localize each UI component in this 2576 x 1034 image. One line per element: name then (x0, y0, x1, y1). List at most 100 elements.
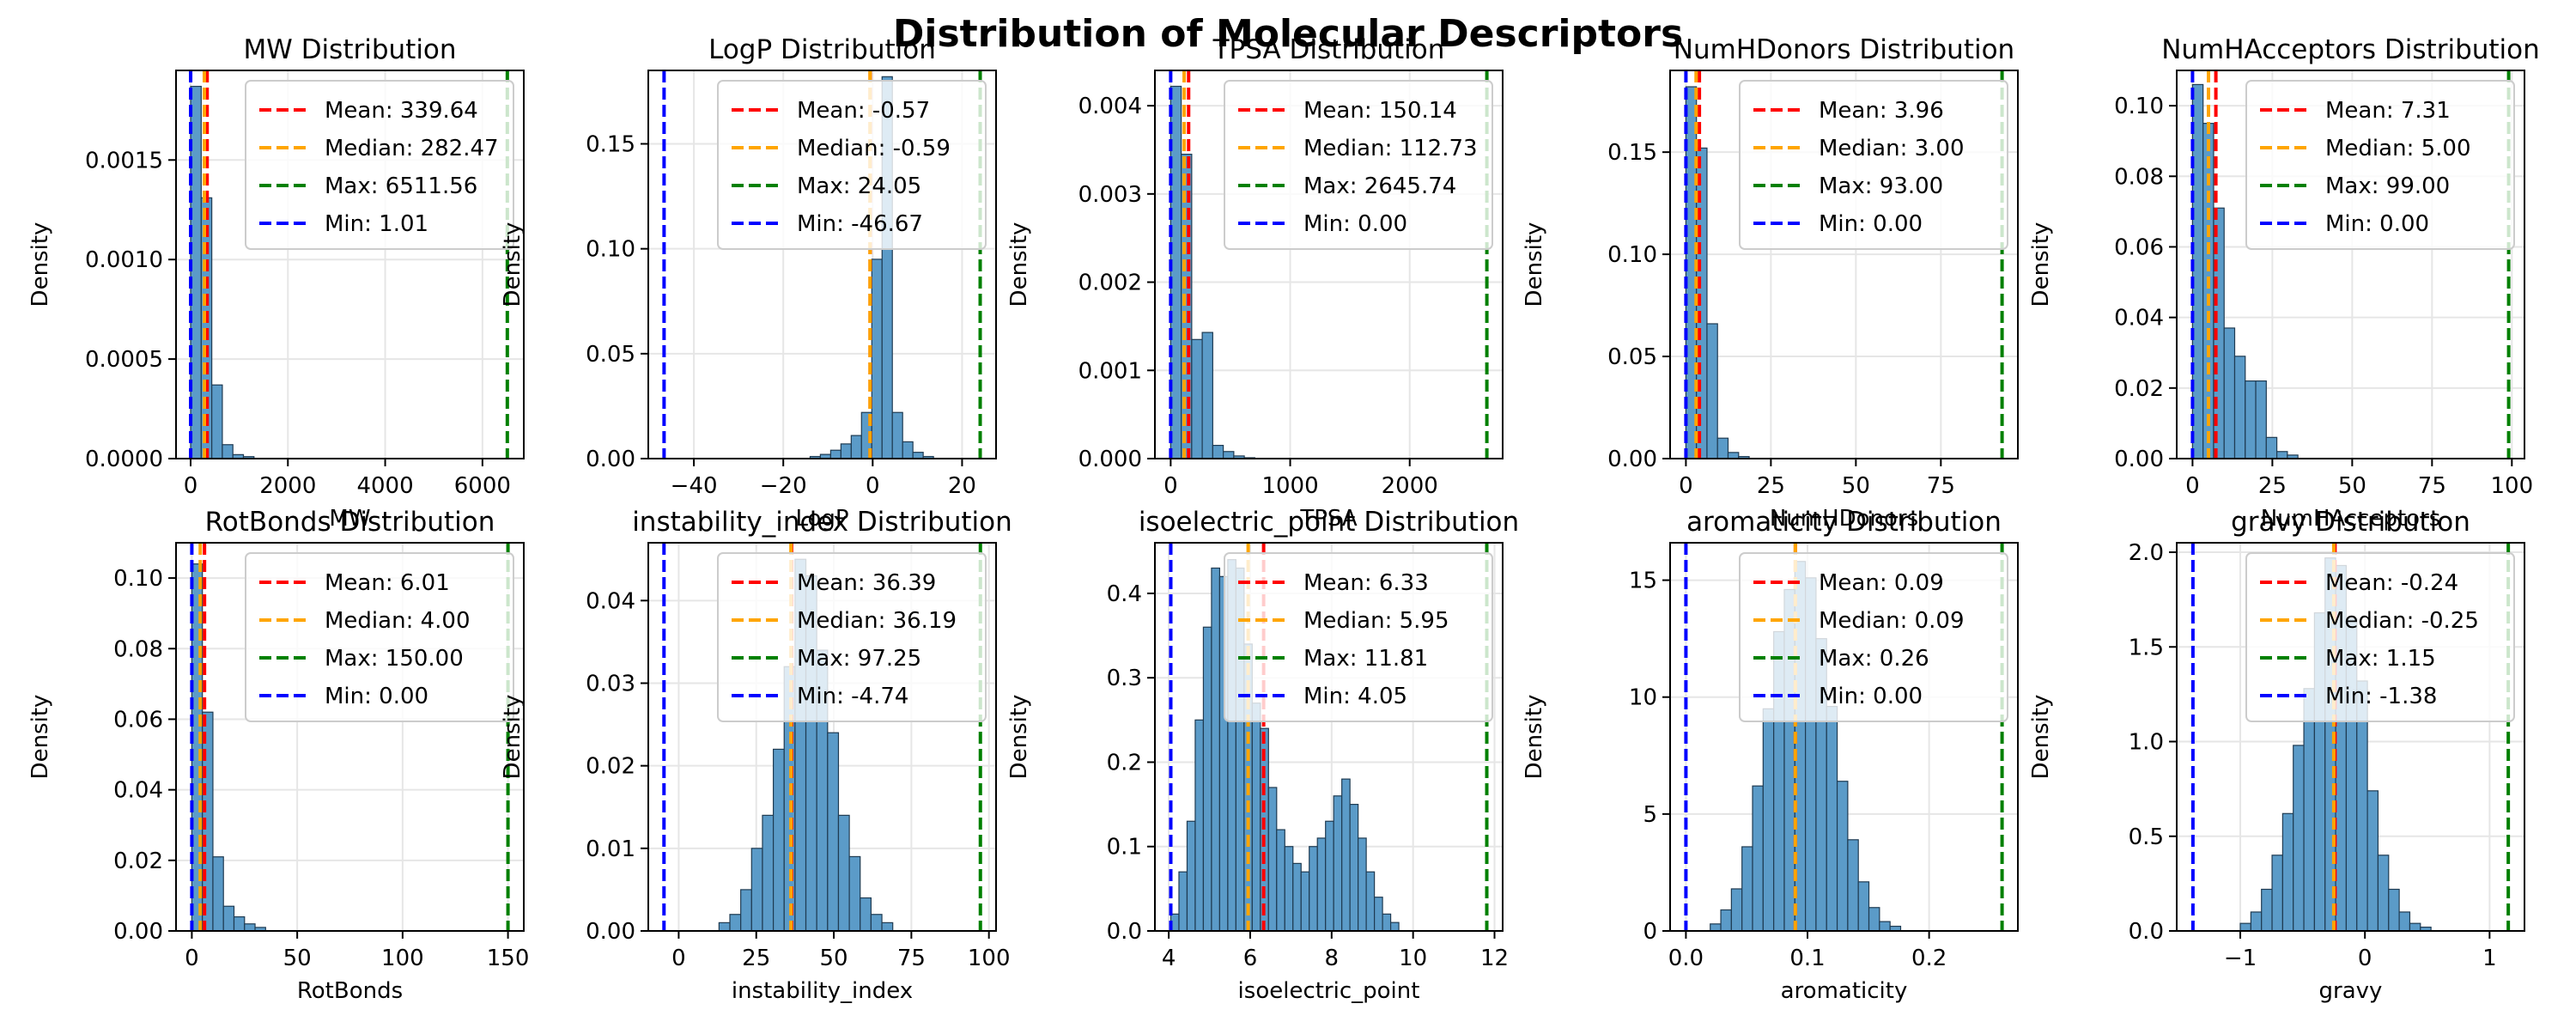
y-tick-label: 0.0015 (85, 148, 163, 173)
legend-entry-median: Median: 282.47 (325, 136, 499, 161)
legend-entry-max: Max: 99.00 (2325, 173, 2450, 199)
legend: Mean: 36.39 Median: 36.19 Max: 97.25 Min: -… (717, 552, 987, 722)
x-tick-label: 1 (2482, 946, 2497, 971)
legend: Mean: 0.09 Median: 0.09 Max: 0.26 Min: 0.00 (1739, 552, 2008, 722)
histogram-bar (860, 897, 872, 932)
histogram-bar (1389, 921, 1400, 932)
histogram-bar (850, 435, 862, 459)
y-tick-label: 0.003 (1078, 182, 1142, 208)
x-tick-label: 6 (1243, 946, 1258, 971)
histogram-bar (2409, 922, 2421, 932)
histogram-bar (1300, 871, 1310, 932)
histogram-bar (1741, 846, 1753, 932)
axes-frame (1669, 542, 2019, 932)
x-tick-label: −1 (2224, 946, 2257, 971)
subplot-7: 0 25 50 75 100 0.00 0.01 0.02 0.03 0.04 instabilit… (500, 507, 1012, 1004)
y-tick-label: 15 (1629, 569, 1657, 594)
histogram-bar (912, 452, 924, 459)
legend-entry-max: Max: 150.00 (325, 646, 464, 672)
subplot-title: isoelectric_point Distribution (1139, 507, 1519, 538)
y-tick-label: 0.15 (586, 132, 635, 158)
histogram-bar (829, 449, 841, 459)
x-tick-label: 4 (1162, 946, 1176, 971)
x-tick-label: 75 (1927, 473, 1955, 499)
x-tick-label: 25 (1757, 473, 1785, 499)
x-axis-label: NumHDonors (1770, 506, 1918, 532)
histogram-bar (827, 732, 840, 932)
subplot-8: 4 6 8 10 12 0.0 0.1 0.2 0.3 0.4 isoelectric_point … (1006, 507, 1519, 1004)
x-tick-label: 6000 (454, 473, 511, 499)
histogram-bar (2245, 380, 2257, 459)
histogram-bar (1333, 795, 1343, 932)
axes-frame (647, 70, 997, 459)
subplot-title: MW Distribution (243, 34, 456, 65)
histogram-bar (772, 748, 785, 932)
y-tick-label: 0.10 (586, 237, 635, 263)
axes-frame (1154, 542, 1504, 932)
legend-entry-max: Max: 6511.56 (325, 173, 477, 199)
y-tick-label: 0.1 (1107, 835, 1142, 861)
histogram-bar (1251, 703, 1261, 932)
histogram-bar (1365, 871, 1376, 932)
x-axis-label: isoelectric_point (1238, 978, 1420, 1004)
subplot-title: gravy Distribution (2231, 507, 2470, 538)
histogram-bar (891, 411, 903, 459)
y-axis-label: Density (500, 695, 526, 780)
y-tick-label: 0.004 (1078, 94, 1142, 119)
histogram-bar (837, 814, 850, 932)
legend: Mean: 339.64 Median: 282.47 Max: 6511.56 Mi… (245, 80, 514, 250)
x-tick-label: 4000 (356, 473, 413, 499)
legend-entry-max: Max: 93.00 (1819, 173, 1943, 199)
y-tick-label: 2.0 (2129, 540, 2164, 566)
histogram-bar (233, 915, 246, 932)
y-tick-label: 0.0000 (85, 447, 163, 472)
histogram-bar (1868, 907, 1880, 932)
histogram-bar (212, 856, 224, 932)
axes-frame (2176, 542, 2525, 932)
legend: Mean: 3.96 Median: 3.00 Max: 93.00 Min: 0.0… (1739, 80, 2008, 250)
x-tick-label: 50 (2338, 473, 2366, 499)
histogram-bar (1857, 881, 1870, 932)
y-tick-label: 0.10 (113, 566, 163, 592)
legend-box (1739, 80, 2008, 250)
y-tick-label: 0.001 (1078, 358, 1142, 384)
subplot-1: 0 2000 4000 6000 0.0000 0.0005 0.0010 0.0015 MW … (27, 34, 525, 532)
x-tick-label: 50 (820, 946, 848, 971)
histogram-bar (1752, 785, 1764, 932)
y-tick-label: 0.05 (1607, 344, 1657, 370)
y-tick-label: 0.4 (1107, 581, 1142, 607)
legend-entry-mean: Mean: 0.09 (1819, 570, 1944, 596)
histogram-bar (1358, 837, 1367, 932)
histogram-bar (1349, 804, 1359, 932)
y-tick-label: 5 (1643, 802, 1657, 828)
histogram-bar (1316, 837, 1327, 932)
y-tick-label: 0.0 (1107, 919, 1142, 945)
histogram-bar (2255, 380, 2267, 459)
x-tick-label: 12 (1480, 946, 1509, 971)
histogram-bar (2250, 911, 2263, 932)
legend-entry-max: Max: 97.25 (797, 646, 921, 672)
x-tick-label: 0 (1679, 473, 1693, 499)
subplot-3: 0 1000 2000 0.000 0.001 0.002 0.003 0.004 TPSA D… (1006, 34, 1504, 532)
histogram-bar (1201, 331, 1213, 459)
y-tick-label: 0.3 (1107, 666, 1142, 691)
legend-box (717, 552, 987, 722)
histogram-bar (1178, 871, 1188, 932)
histogram-bar (1211, 567, 1221, 932)
y-tick-label: 0.02 (586, 754, 635, 780)
legend-entry-max: Max: 24.05 (797, 173, 921, 199)
legend-entry-median: Median: -0.59 (797, 136, 951, 161)
legend-entry-min: Min: -4.74 (797, 684, 908, 709)
y-tick-label: 0 (1643, 919, 1657, 945)
histogram-bar (2271, 855, 2283, 932)
histogram-bar (1186, 820, 1196, 932)
x-tick-label: 50 (283, 946, 312, 971)
legend-box (1739, 552, 2008, 722)
x-tick-label: 100 (968, 946, 1011, 971)
subplot-title: NumHAcceptors Distribution (2161, 34, 2540, 65)
histogram-bar (729, 914, 742, 932)
x-axis-label: gravy (2319, 978, 2383, 1004)
x-tick-label: 1000 (1261, 473, 1318, 499)
legend-entry-max: Max: 1.15 (2325, 646, 2436, 672)
legend-entry-mean: Mean: 36.39 (797, 570, 936, 596)
